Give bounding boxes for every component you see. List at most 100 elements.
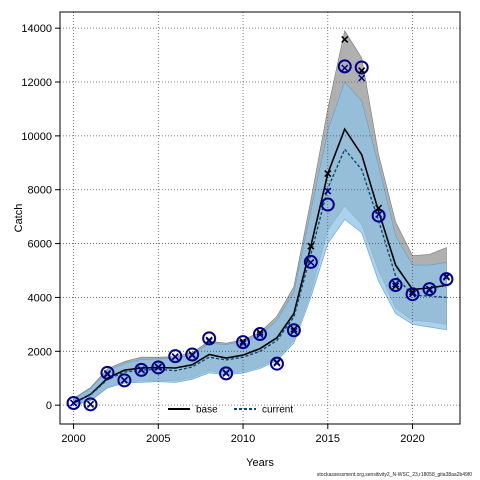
current-point-stroke-b — [256, 331, 264, 339]
current-point-2000 — [70, 399, 78, 407]
current-point-2004 — [137, 366, 145, 374]
current-point-2014 — [307, 258, 315, 266]
current-point-2018 — [375, 210, 383, 219]
current-point-stroke-b — [341, 64, 349, 72]
base-point-stroke-b — [375, 204, 383, 212]
current-point-2012 — [273, 359, 281, 367]
x-tick-label-2020: 2020 — [400, 433, 424, 445]
observed-point-2013 — [286, 323, 301, 338]
base-point-stroke-b — [324, 170, 332, 178]
x-tick-label-2005: 2005 — [146, 433, 170, 445]
current-point-2022 — [442, 273, 450, 281]
current-point-2019 — [392, 280, 400, 288]
base-point-stroke-b — [205, 336, 213, 344]
observed-point-2001 — [83, 397, 98, 412]
current-point-2010 — [239, 339, 247, 347]
observed-point-2009 — [219, 366, 234, 381]
base-point-stroke-b — [341, 35, 349, 43]
base-point-stroke-b — [239, 338, 247, 346]
observed-point-2014 — [303, 254, 318, 269]
current-point-stroke-b — [375, 210, 383, 219]
current-point-stroke-b — [205, 337, 213, 345]
observed-point-2020 — [405, 287, 420, 302]
legend: base current — [168, 405, 293, 416]
observed-point-2021 — [422, 282, 437, 297]
base-point-2013 — [290, 325, 298, 333]
x-tick-label-2015: 2015 — [316, 433, 340, 445]
y-tick-label-4000: 4000 — [28, 292, 52, 304]
current-point-stroke-b — [86, 400, 95, 408]
x-axis-title: Years — [246, 457, 274, 469]
observed-point-2012 — [269, 356, 284, 371]
base-point-2020 — [409, 288, 417, 296]
observed-point-2005 — [151, 360, 166, 375]
current-point-stroke-b — [70, 399, 78, 407]
y-axis-title: Catch — [13, 204, 25, 233]
current-confidence-band — [73, 81, 447, 406]
current-point-stroke-b — [425, 286, 434, 294]
data-markers — [66, 35, 454, 412]
current-point-2011 — [256, 331, 264, 339]
base-point-stroke-b — [392, 282, 400, 290]
x-tick-label-2010: 2010 — [231, 433, 255, 445]
current-point-stroke-b — [290, 327, 298, 335]
base-point-2017 — [358, 67, 366, 75]
base-point-2018 — [375, 204, 383, 212]
observed-point-2018 — [371, 208, 386, 223]
base-point-2019 — [392, 282, 400, 290]
observed-point-2002 — [100, 365, 115, 380]
observed-point-2015 — [320, 197, 335, 212]
current-point-2020 — [409, 290, 417, 298]
grid-lines — [60, 12, 460, 424]
base-point-stroke-b — [425, 285, 434, 293]
current-point-stroke-b — [171, 353, 179, 361]
base-point-stroke-b — [256, 328, 264, 336]
base-point-2014 — [307, 242, 315, 250]
current-point-2007 — [188, 351, 196, 359]
current-point-stroke-b — [358, 74, 366, 82]
current-point-stroke-b — [324, 187, 332, 195]
y-tick-label-8000: 8000 — [28, 185, 52, 197]
observed-point-2017 — [354, 60, 369, 75]
footer-source-note: stockassessment.org,sensitivity2_N-WSC_2… — [316, 472, 472, 478]
current-point-stroke-b — [222, 369, 230, 377]
observed-point-2022 — [439, 272, 454, 287]
observed-point-2003 — [117, 373, 132, 388]
current-point-stroke-b — [442, 273, 450, 281]
base-point-stroke-b — [409, 288, 417, 296]
current-point-2006 — [171, 353, 179, 361]
base-point-2010 — [239, 338, 247, 346]
observed-point-2007 — [185, 347, 200, 362]
x-axis: 2000 2005 2010 2015 2020 — [61, 424, 425, 445]
current-point-2001 — [86, 400, 95, 408]
observed-point-2010 — [236, 335, 251, 350]
base-point-2021 — [425, 285, 434, 293]
base-point-stroke-b — [307, 242, 315, 250]
current-point-stroke-b — [409, 290, 417, 298]
current-point-stroke-b — [188, 351, 196, 359]
y-tick-label-14000: 14000 — [21, 23, 52, 35]
current-point-stroke-b — [239, 339, 247, 347]
current-point-2021 — [425, 286, 434, 294]
current-point-2009 — [222, 369, 230, 377]
current-point-2002 — [103, 369, 111, 377]
y-tick-label-12000: 12000 — [21, 77, 52, 89]
y-tick-label-0: 0 — [46, 400, 52, 412]
observed-point-2019 — [388, 278, 403, 293]
base-point-stroke-b — [290, 325, 298, 333]
confidence-bands — [73, 30, 447, 406]
observed-point-2008 — [202, 331, 217, 346]
current-point-2005 — [154, 363, 162, 371]
current-point-stroke-b — [137, 366, 145, 374]
y-axis: 0 2000 4000 6000 8000 10000 12000 14000 — [21, 23, 60, 412]
current-point-2017 — [358, 74, 366, 82]
y-tick-label-6000: 6000 — [28, 239, 52, 251]
plot-frame — [59, 11, 461, 425]
base-point-2011 — [256, 328, 264, 336]
y-tick-label-10000: 10000 — [21, 131, 52, 143]
observed-point-2006 — [168, 349, 183, 364]
base-point-2015 — [324, 170, 332, 178]
observed-point-2016 — [337, 59, 352, 74]
current-point-2016 — [341, 64, 349, 72]
